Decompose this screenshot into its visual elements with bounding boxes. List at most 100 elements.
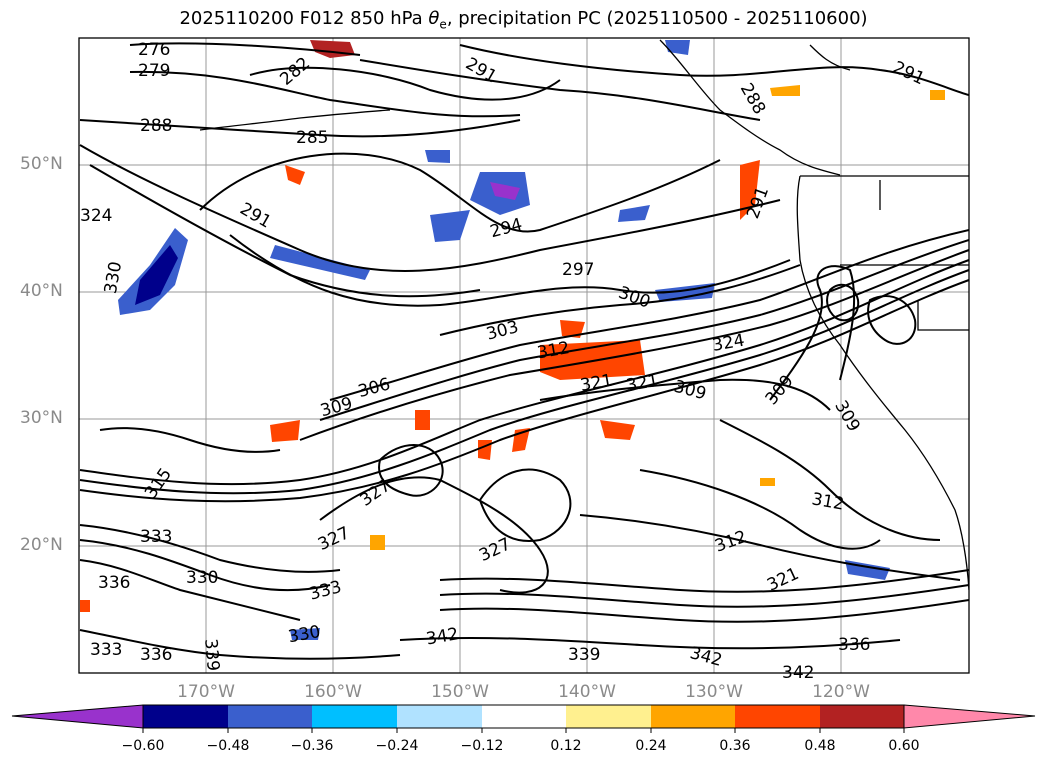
contour-line [867, 295, 917, 345]
precip-patch [740, 160, 760, 220]
lat-tick-label: 50°N [20, 154, 63, 174]
colorbar-tick-label: −0.36 [290, 738, 334, 754]
contour-line [826, 283, 860, 322]
precip-patch [80, 600, 90, 612]
contour-label: 309 [318, 394, 355, 422]
contour-line [129, 70, 521, 118]
precip-patch [760, 478, 775, 486]
contour-line [79, 269, 969, 495]
contour-line [439, 599, 969, 623]
contour-line [439, 584, 969, 608]
precip-patch [270, 245, 370, 280]
colorbar-extend-low [11, 704, 144, 729]
contour-label: 300 [616, 283, 653, 313]
colorbar-frame [142, 704, 905, 729]
contour-label: 333 [140, 527, 172, 547]
precip-patch [425, 150, 450, 163]
contour-line [399, 636, 901, 650]
contour-label: 312 [810, 489, 845, 514]
coastline [796, 175, 969, 591]
colorbar-segment [566, 705, 651, 728]
lat-tick-label: 30°N [20, 408, 63, 428]
contour-label: 282 [276, 53, 314, 89]
colorbar-tick-label: 0.60 [888, 738, 920, 754]
contour-label: 321 [625, 371, 660, 396]
colorbar [11, 704, 1036, 733]
contour-label: 333 [307, 577, 344, 605]
contour-line [79, 629, 401, 660]
contour-line [129, 42, 361, 56]
lon-tick-label: 140°W [558, 682, 616, 702]
colorbar-tick-label: −0.60 [121, 738, 165, 754]
precip-patch [930, 90, 945, 100]
coastlines [199, 39, 969, 591]
contour-line [229, 234, 791, 307]
contour-label: 309 [830, 397, 864, 435]
contour-label: 333 [90, 640, 122, 660]
contour-line [79, 144, 781, 272]
contour-label: 324 [711, 331, 746, 356]
contour-label: 309 [762, 371, 798, 409]
contour-line [79, 539, 331, 592]
contour-label: 291 [236, 199, 274, 233]
contour-line [79, 279, 969, 503]
lon-tick-label: 130°W [685, 682, 743, 702]
contour-line [319, 476, 549, 594]
colorbar-segment [143, 705, 228, 728]
contour-line [359, 59, 761, 121]
contour-label: 336 [98, 573, 130, 593]
precip-patch [290, 628, 320, 640]
precip-patch [618, 205, 650, 222]
colorbar-tick-label: 0.24 [635, 738, 667, 754]
colorbar-tick-label: 0.12 [550, 738, 582, 754]
contour-label: 291 [462, 54, 500, 88]
contour-label: 339 [200, 638, 223, 672]
precip-patch [430, 210, 470, 242]
precip-patch [135, 245, 178, 305]
coastline [199, 109, 391, 131]
contour-label: 342 [425, 624, 460, 649]
contour-line [478, 468, 572, 542]
colorbar-segment [820, 705, 904, 728]
contour-line [378, 444, 444, 497]
contour-line [439, 264, 801, 336]
contour-label: 288 [140, 116, 172, 136]
contour-label: 324 [80, 206, 112, 226]
contour-line [439, 569, 969, 593]
colorbar-segment [228, 705, 312, 728]
precip-patch [540, 340, 645, 380]
colorbar-segment [397, 705, 482, 728]
precip-patch [560, 320, 585, 338]
contour-line [79, 259, 969, 486]
contour-line [79, 524, 341, 573]
precip-patch [270, 420, 300, 442]
contour-label: 291 [890, 58, 928, 90]
contour-label: 330 [186, 568, 218, 588]
precip-patch [490, 182, 520, 200]
precip-patch [665, 40, 690, 55]
contour-label: 321 [579, 371, 614, 396]
contour-line [249, 66, 561, 101]
contour-line [329, 229, 969, 401]
contour-line [459, 44, 969, 96]
colorbar-segment [312, 705, 397, 728]
coastline [809, 44, 851, 71]
lon-tick-label: 170°W [177, 682, 235, 702]
lat-tick-label: 20°N [20, 535, 63, 555]
colorbar-ticks [142, 728, 905, 733]
colorbar-extend-high [903, 704, 1036, 729]
coastline [659, 39, 841, 176]
precip-patch [770, 85, 800, 96]
colorbar-segment [735, 705, 820, 728]
contour-label: 330 [287, 622, 322, 647]
colorbar-segment [482, 705, 566, 728]
contour-labels: 276 279 282 285 288 288 291 291 291 291 … [80, 40, 928, 683]
contour-label: 294 [488, 215, 525, 243]
contour-line [639, 469, 881, 550]
colorbar-tick-label: 0.48 [804, 738, 836, 754]
contour-line [319, 239, 969, 421]
colorbar-tick-label: −0.12 [460, 738, 504, 754]
contour-label: 342 [782, 663, 814, 683]
contour-line [199, 152, 721, 233]
